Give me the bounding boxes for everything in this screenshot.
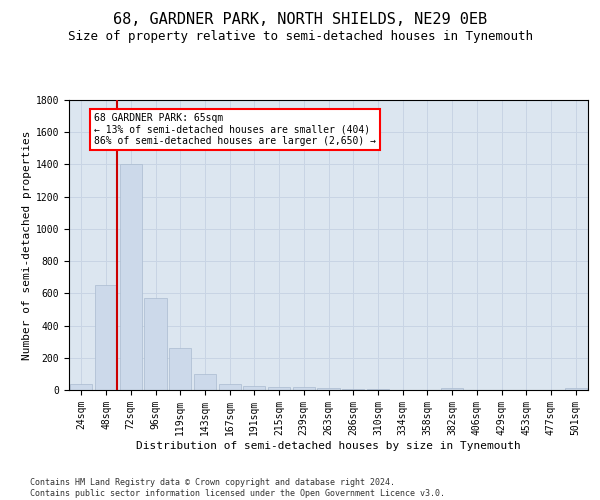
Bar [243,386,265,390]
Bar [95,286,117,390]
Bar [317,388,340,390]
Bar [119,164,142,390]
Text: Contains HM Land Registry data © Crown copyright and database right 2024.
Contai: Contains HM Land Registry data © Crown c… [30,478,445,498]
Bar [342,388,364,390]
Bar [70,384,92,390]
Bar [293,387,315,390]
Bar [145,298,167,390]
Bar [218,384,241,390]
Bar [565,388,587,390]
X-axis label: Distribution of semi-detached houses by size in Tynemouth: Distribution of semi-detached houses by … [136,440,521,450]
Bar [194,374,216,390]
Bar [169,348,191,390]
Bar [441,388,463,390]
Bar [367,389,389,390]
Y-axis label: Number of semi-detached properties: Number of semi-detached properties [22,130,32,360]
Text: 68, GARDNER PARK, NORTH SHIELDS, NE29 0EB: 68, GARDNER PARK, NORTH SHIELDS, NE29 0E… [113,12,487,28]
Text: 68 GARDNER PARK: 65sqm
← 13% of semi-detached houses are smaller (404)
86% of se: 68 GARDNER PARK: 65sqm ← 13% of semi-det… [94,113,376,146]
Text: Size of property relative to semi-detached houses in Tynemouth: Size of property relative to semi-detach… [67,30,533,43]
Bar [268,387,290,390]
